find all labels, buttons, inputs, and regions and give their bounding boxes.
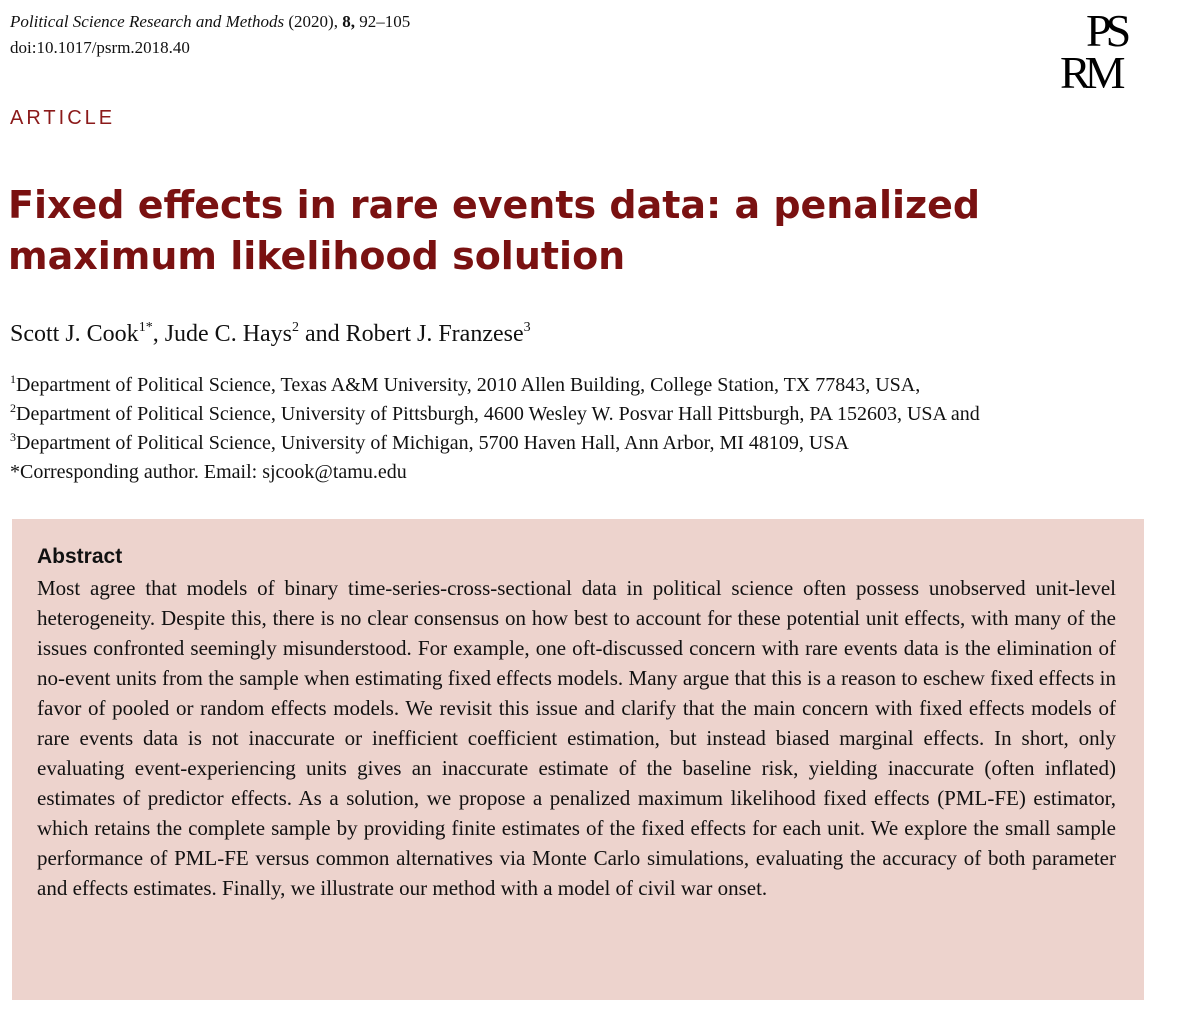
author-affil-marker: 2	[292, 320, 300, 335]
affiliation-line: 3Department of Political Science, Univer…	[10, 429, 1170, 458]
author-separator: and	[299, 321, 346, 347]
affiliation-text: Department of Political Science, Univers…	[16, 403, 980, 425]
logo-line-1: PS	[1086, 5, 1131, 56]
author-list: Scott J. Cook1*, Jude C. Hays2 and Rober…	[10, 318, 531, 350]
journal-pages: 92–105	[359, 12, 411, 31]
article-type-label: ARTICLE	[10, 107, 116, 129]
author-name: Robert J. Franzese	[345, 321, 524, 347]
abstract-panel: Abstract Most agree that models of binar…	[12, 519, 1144, 1000]
affiliation-line: 1Department of Political Science, Texas …	[10, 371, 1170, 400]
affiliation-text: Department of Political Science, Texas A…	[16, 374, 921, 396]
affiliations: 1Department of Political Science, Texas …	[10, 371, 1170, 487]
logo-line-2: RM	[1060, 47, 1126, 98]
corresponding-author-text: *Corresponding author. Email: sjcook@tam…	[10, 461, 407, 483]
author-name: Scott J. Cook	[10, 321, 139, 347]
journal-volume: 8,	[342, 12, 355, 31]
journal-name: Political Science Research and Methods	[10, 12, 285, 31]
abstract-text: Most agree that models of binary time-se…	[37, 576, 1116, 900]
doi: doi:10.1017/psrm.2018.40	[10, 38, 190, 57]
journal-logo: PS RM	[1056, 8, 1148, 98]
author-separator: ,	[152, 321, 165, 347]
author-affil-marker: 1*	[138, 320, 153, 335]
abstract-heading: Abstract	[37, 545, 123, 568]
author-affil-marker: 3	[523, 320, 531, 335]
corresponding-author-note: *Corresponding author. Email: sjcook@tam…	[10, 458, 1170, 487]
affiliation-marker: 2	[10, 401, 16, 415]
author-name: Jude C. Hays	[164, 321, 293, 347]
journal-year: (2020),	[288, 12, 338, 31]
affiliation-marker: 1	[10, 372, 16, 386]
affiliation-text: Department of Political Science, Univers…	[16, 432, 849, 454]
article-title: Fixed effects in rare events data: a pen…	[8, 183, 981, 278]
affiliation-marker: 3	[10, 430, 16, 444]
journal-citation: Political Science Research and Methods (…	[10, 10, 410, 34]
affiliation-line: 2Department of Political Science, Univer…	[10, 400, 1170, 429]
